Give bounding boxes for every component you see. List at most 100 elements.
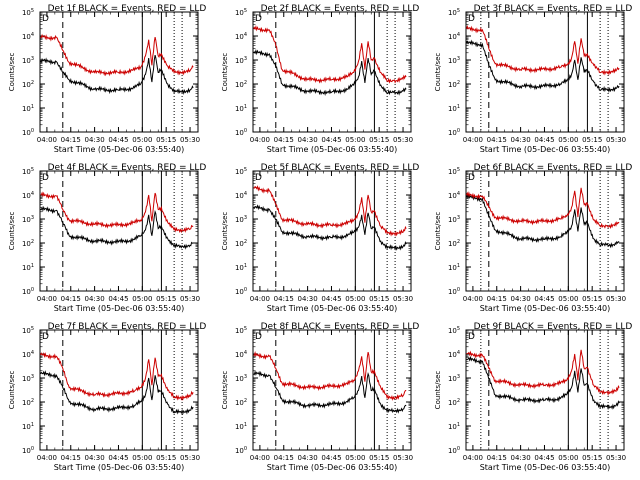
x-tick-label: 04:00 (37, 295, 57, 303)
y-axis-label: Counts/sec (8, 53, 16, 92)
y-tick-label: 105 (448, 326, 460, 335)
x-tick-label: 05:00 (558, 136, 578, 144)
y-axis-label: Counts/sec (434, 53, 442, 92)
x-tick-label: 04:45 (534, 136, 554, 144)
x-tick-label: 05:15 (369, 295, 389, 303)
x-tick-label: 05:30 (180, 136, 200, 144)
y-axis-label: Counts/sec (8, 371, 16, 410)
x-tick-label: 04:15 (487, 136, 507, 144)
y-tick-label: 100 (235, 128, 247, 137)
chart-title: Det 4f BLACK = Events, RED = LLD (48, 163, 207, 173)
x-tick-label: 04:00 (37, 136, 57, 144)
x-axis-label: Start Time (05-Dec-06 03:55:40) (267, 145, 398, 154)
series-line-events (466, 193, 620, 249)
y-tick-label: 105 (448, 8, 460, 17)
x-axis-label: Start Time (05-Dec-06 03:55:40) (267, 304, 398, 313)
x-tick-label: 04:45 (534, 295, 554, 303)
x-tick-label: 05:30 (393, 136, 413, 144)
plot-frame (252, 170, 412, 292)
y-tick-label: 100 (235, 446, 247, 455)
y-tick-label: 101 (448, 104, 460, 113)
x-tick-label: 04:15 (274, 454, 294, 462)
x-tick-label: 04:30 (85, 295, 105, 303)
series-line-lld (253, 351, 407, 401)
x-tick-label: 05:30 (180, 295, 200, 303)
x-tick-label: 05:15 (582, 454, 602, 462)
chart-title: Det 2f BLACK = Events, RED = LLD (261, 4, 420, 14)
plot-frame (39, 11, 199, 133)
y-tick-label: 103 (22, 374, 34, 383)
y-tick-label: 105 (22, 8, 34, 17)
y-tick-label: 105 (448, 167, 460, 176)
x-tick-label: 04:15 (61, 454, 81, 462)
series-line-lld (253, 185, 407, 237)
y-tick-label: 105 (235, 8, 247, 17)
chart-title: Det 7f BLACK = Events, RED = LLD (48, 322, 207, 332)
y-tick-label: 100 (235, 287, 247, 296)
y-tick-label: 101 (235, 422, 247, 431)
y-tick-label: 100 (448, 128, 460, 137)
x-tick-label: 05:30 (393, 295, 413, 303)
x-tick-label: 04:45 (534, 454, 554, 462)
series-line-events (40, 54, 194, 95)
y-tick-label: 104 (22, 350, 34, 359)
x-tick-label: 04:30 (511, 295, 531, 303)
x-tick-label: 05:30 (180, 454, 200, 462)
chart-title: Det 5f BLACK = Events, RED = LLD (261, 163, 420, 173)
x-tick-label: 04:15 (61, 295, 81, 303)
x-tick-label: 04:45 (108, 136, 128, 144)
x-tick-label: 05:00 (345, 136, 365, 144)
plot-frame (465, 329, 625, 451)
x-tick-label: 05:00 (345, 454, 365, 462)
y-tick-label: 104 (448, 350, 460, 359)
x-axis-label: Start Time (05-Dec-06 03:55:40) (480, 145, 611, 154)
x-tick-label: 05:30 (606, 136, 626, 144)
x-tick-label: 05:00 (558, 454, 578, 462)
y-tick-label: 103 (448, 215, 460, 224)
y-tick-label: 104 (235, 32, 247, 41)
x-tick-label: 05:30 (393, 454, 413, 462)
plot-frame (39, 170, 199, 292)
chart-title: Det 8f BLACK = Events, RED = LLD (261, 322, 420, 332)
x-tick-label: 04:00 (37, 454, 57, 462)
series-line-lld (466, 349, 620, 397)
series-line-events (40, 370, 194, 416)
x-tick-label: 05:15 (369, 454, 389, 462)
x-tick-label: 04:00 (250, 295, 270, 303)
y-axis-label: Counts/sec (434, 371, 442, 410)
legend-marker: D (468, 14, 475, 24)
x-tick-label: 05:15 (156, 295, 176, 303)
x-tick-label: 04:15 (487, 454, 507, 462)
x-tick-label: 04:00 (463, 295, 483, 303)
series-line-lld (253, 24, 407, 84)
y-tick-label: 103 (448, 56, 460, 65)
plot-frame (465, 170, 625, 292)
y-tick-label: 101 (22, 263, 34, 272)
y-tick-label: 105 (235, 326, 247, 335)
x-tick-label: 04:15 (61, 136, 81, 144)
x-tick-label: 05:15 (156, 136, 176, 144)
legend-marker: D (42, 14, 49, 24)
x-tick-label: 05:15 (156, 454, 176, 462)
y-tick-label: 101 (235, 263, 247, 272)
x-tick-label: 04:15 (274, 295, 294, 303)
legend-marker: D (255, 332, 262, 342)
x-tick-label: 04:45 (108, 295, 128, 303)
series-line-events (253, 204, 407, 251)
y-tick-label: 104 (22, 191, 34, 200)
y-axis-label: Counts/sec (8, 212, 16, 251)
plot-frame (252, 329, 412, 451)
x-axis-label: Start Time (05-Dec-06 03:55:40) (267, 463, 398, 472)
x-tick-label: 04:45 (108, 454, 128, 462)
legend-marker: D (42, 173, 49, 183)
x-axis-label: Start Time (05-Dec-06 03:55:40) (480, 304, 611, 313)
y-tick-label: 102 (22, 398, 34, 407)
y-tick-label: 102 (22, 239, 34, 248)
legend-marker: D (468, 173, 475, 183)
y-axis-label: Counts/sec (221, 371, 229, 410)
x-axis-label: Start Time (05-Dec-06 03:55:40) (54, 304, 185, 313)
